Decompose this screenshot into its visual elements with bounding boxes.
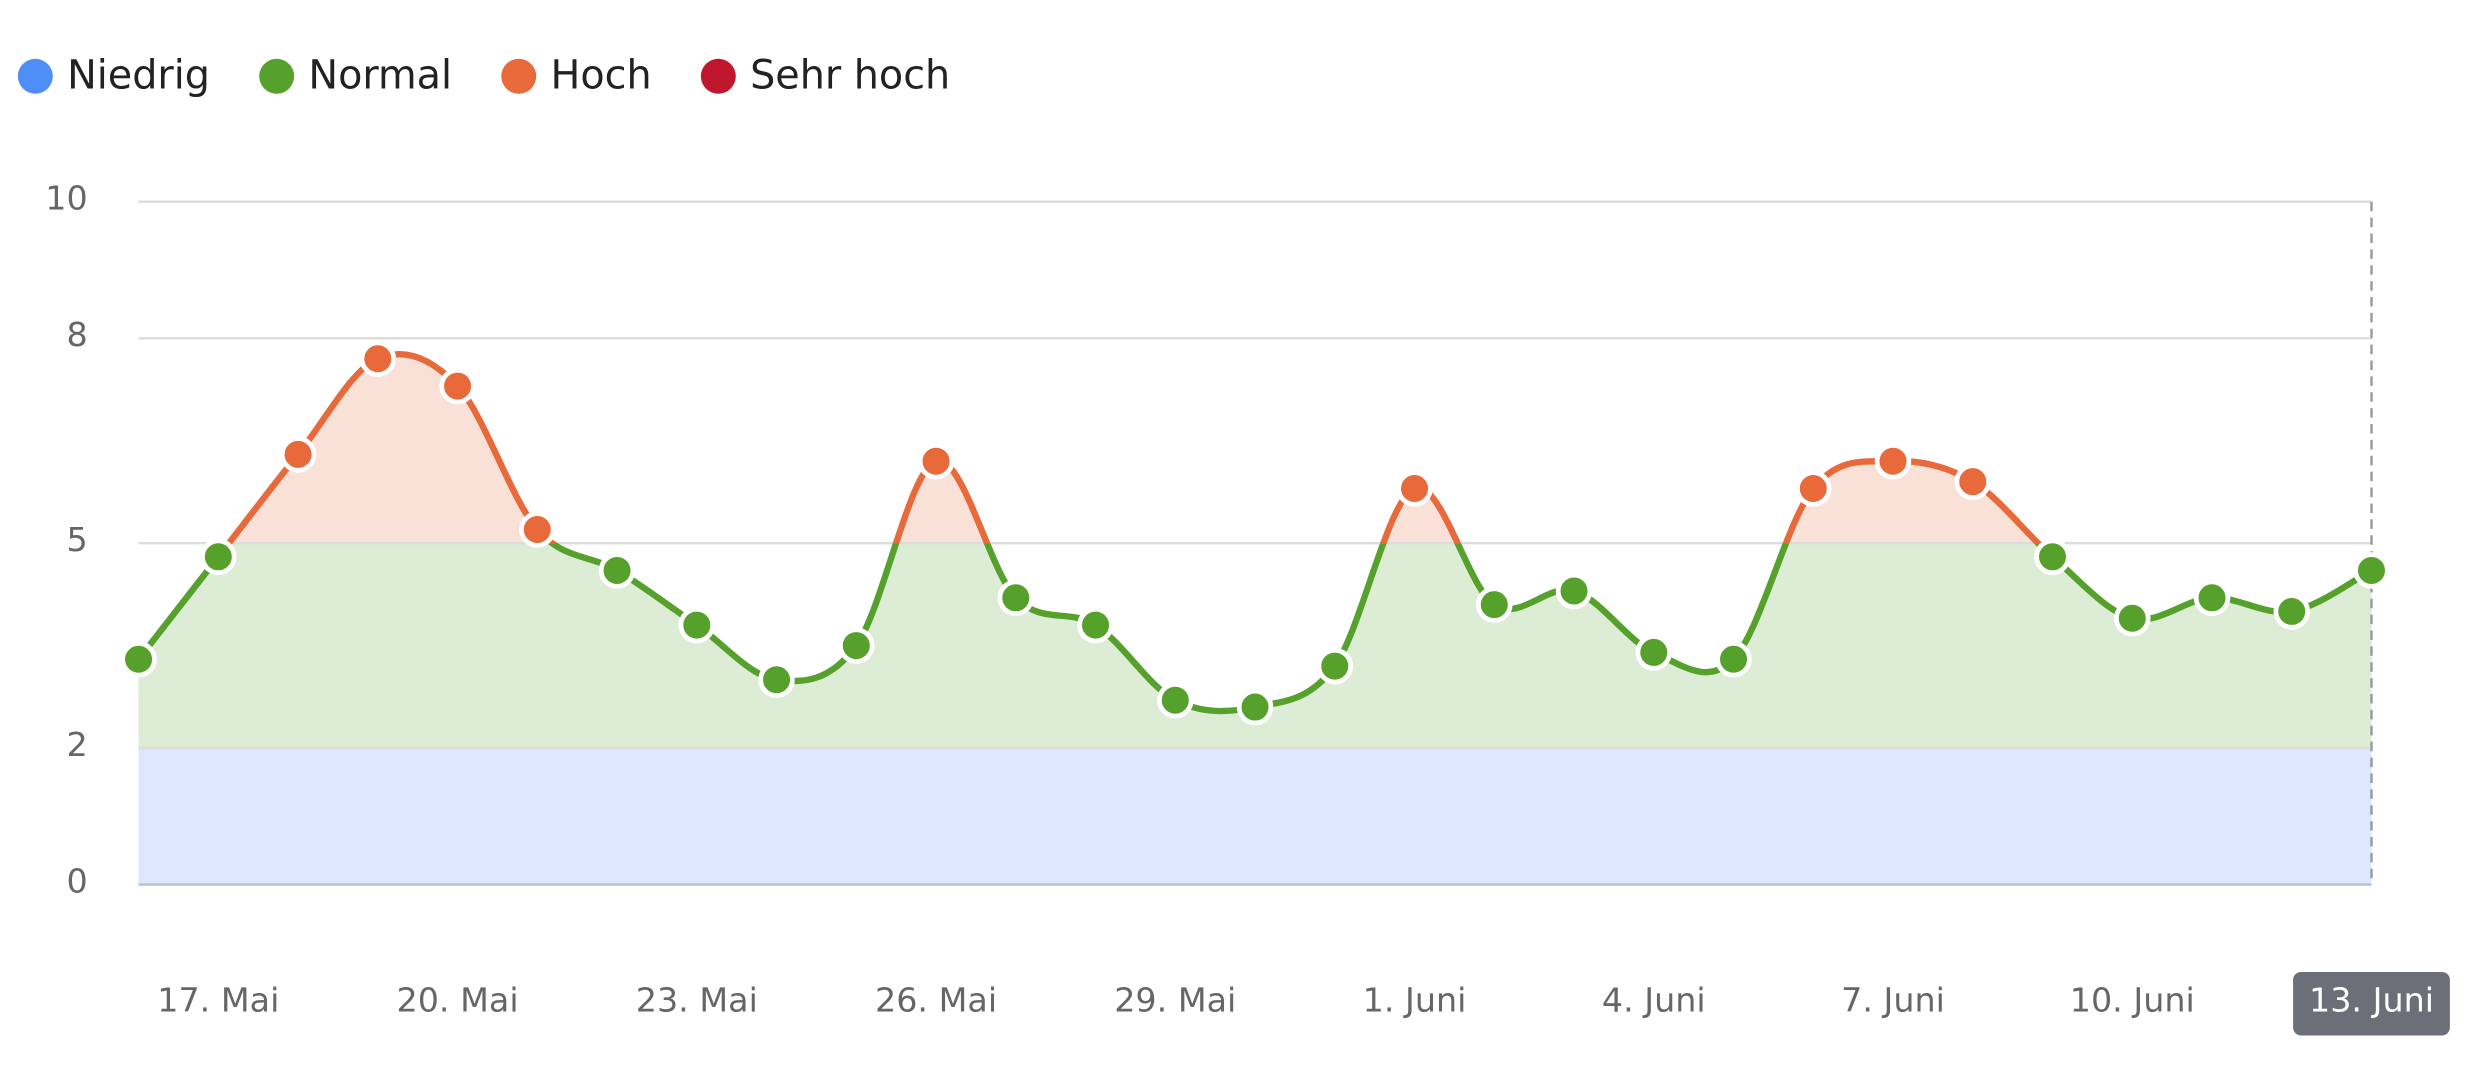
point [1635,634,1673,671]
point [838,627,875,664]
x-tick: 17. Mai [157,981,279,1020]
x-tick: 26. Mai [875,981,997,1020]
area-0 [138,748,2372,885]
x-tick: 23. Mai [636,981,758,1020]
point [439,367,476,405]
point [1396,470,1433,507]
y-tick-label: 10 [45,179,87,218]
x-tick: 1. Juni [1363,981,1467,1020]
point [279,436,317,473]
area-1 [138,543,2372,749]
x-tick: 4. Juni [1602,981,1706,1020]
x-tick-label: 23. Mai [636,981,758,1020]
x-tick: 29. Mai [1114,981,1236,1020]
point [1077,606,1114,644]
point [917,442,955,480]
x-tick: 10. Juni [2070,981,2195,1020]
x-tick-label: 20. Mai [397,981,519,1020]
x-tick-label: 1. Juni [1363,981,1467,1020]
point [2034,538,2071,576]
point [359,340,397,378]
point [1157,681,1194,719]
point [200,538,237,576]
point [598,552,636,589]
x-tick-label: 4. Juni [1602,981,1706,1020]
legend-marker [700,58,736,94]
point [1555,572,1593,610]
y-tick-label: 0 [67,862,88,901]
point [1316,647,1354,685]
point [2273,593,2311,630]
x-tick: 13. Juni [2293,971,2450,1036]
x-tick-label: 10. Juni [2070,981,2195,1020]
point [2353,552,2390,589]
legend-marker [501,58,537,94]
point [997,579,1035,617]
point [1794,470,1832,507]
y-tick-label: 5 [67,520,88,559]
point [2113,600,2151,637]
point [1476,586,1513,623]
y-tick-label: 8 [67,315,88,354]
point [1715,640,1752,678]
point [678,606,716,644]
legend-label: Normal [308,52,452,98]
point [1236,688,1274,726]
legend-marker [17,58,53,94]
x-tick-label: 29. Mai [1114,981,1236,1020]
legend-label: Sehr hoch [750,52,950,98]
legend-label: Niedrig [67,52,210,98]
x-tick: 7. Juni [1841,981,1945,1020]
area-2 [228,354,2038,544]
point [1874,442,1912,480]
x-tick-label: 7. Juni [1841,981,1945,1020]
point [2193,579,2231,617]
point [519,511,556,548]
point [120,640,157,678]
x-tick-label: 26. Mai [875,981,997,1020]
y-tick-label: 2 [67,725,88,764]
x-tick-label: 13. Juni [2309,981,2434,1020]
point [758,661,795,698]
point [1954,463,1992,500]
legend-marker [259,58,295,94]
x-tick-label: 17. Mai [157,981,279,1020]
legend-label: Hoch [551,52,652,98]
x-tick: 20. Mai [397,981,519,1020]
selected-label-box [2293,971,2450,1036]
